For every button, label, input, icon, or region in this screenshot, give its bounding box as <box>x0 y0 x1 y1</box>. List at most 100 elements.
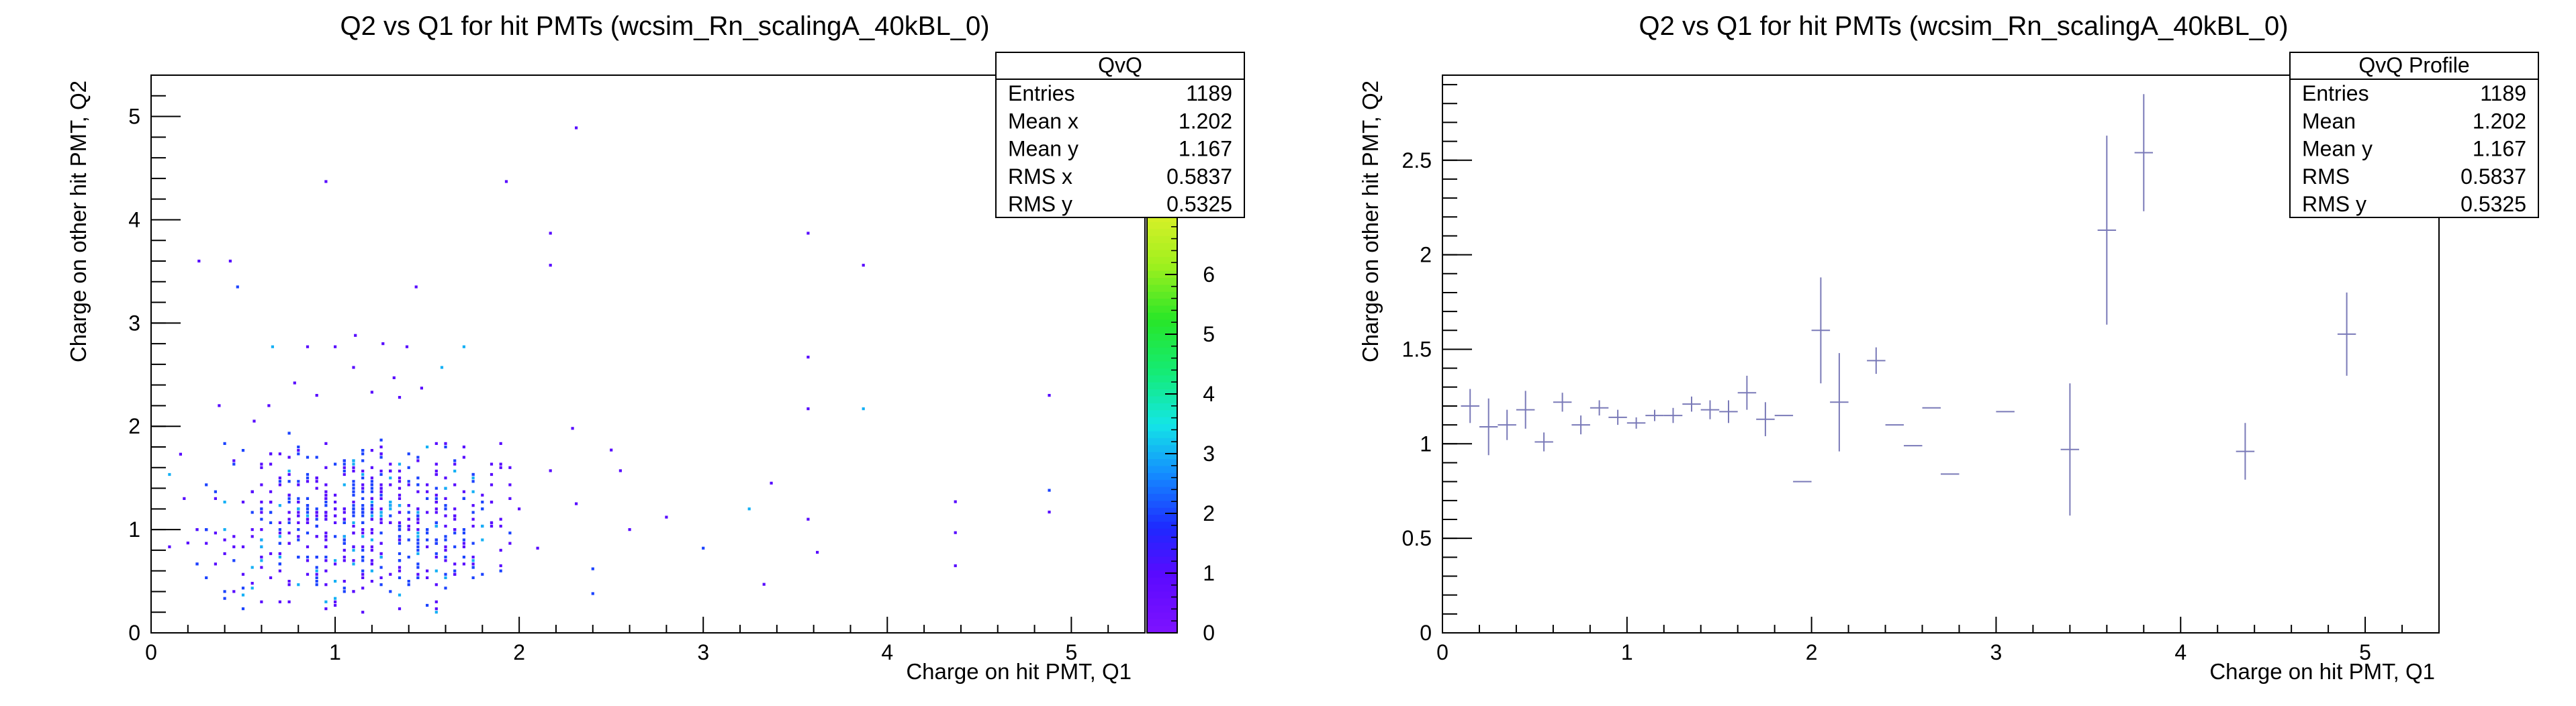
heatmap-cell <box>315 556 318 559</box>
stats-row-value: 0.5837 <box>2460 164 2526 189</box>
profile-point <box>2060 383 2080 516</box>
heatmap-cell <box>315 535 318 538</box>
heatmap-cell <box>278 535 281 538</box>
heatmap-cell <box>398 566 402 569</box>
heatmap-cell <box>361 459 365 462</box>
heatmap-cell <box>334 493 337 497</box>
heatmap-cell <box>315 524 318 528</box>
heatmap-cell <box>205 576 208 579</box>
heatmap-cell <box>370 480 373 483</box>
heatmap-cell <box>426 497 429 500</box>
heatmap-cell <box>297 480 300 483</box>
heatmap-cell <box>379 493 383 497</box>
profile-point <box>1663 407 1683 423</box>
heatmap-cell <box>315 480 318 483</box>
heatmap-cell <box>269 490 273 493</box>
heatmap-cell <box>434 493 438 497</box>
heatmap-cell <box>342 483 346 487</box>
y-tick-label: 2 <box>1420 243 1432 267</box>
heatmap-y-axis: 0 1 2 3 4 5 <box>128 74 181 645</box>
heatmap-cell <box>444 556 447 559</box>
profile-point <box>1737 375 1757 410</box>
heatmap-cell <box>297 556 300 559</box>
heatmap-cell <box>306 504 310 507</box>
heatmap-cell <box>462 345 465 348</box>
heatmap-cell <box>462 456 465 459</box>
color-scale-tick-label: 6 <box>1203 262 1215 287</box>
profile-point <box>1811 277 1831 384</box>
color-scale-step <box>1147 361 1177 369</box>
heatmap-cell <box>444 497 447 500</box>
heatmap-cell <box>241 572 245 576</box>
heatmap-cell <box>354 334 357 337</box>
heatmap-cell <box>389 483 392 487</box>
heatmap-cell <box>186 542 189 545</box>
color-scale-step <box>1147 458 1177 466</box>
heatmap-cell <box>379 552 383 556</box>
heatmap-cell <box>324 180 328 183</box>
heatmap-cell <box>315 569 318 572</box>
heatmap-cell <box>434 501 438 504</box>
heatmap-cell <box>471 490 475 493</box>
profile-y-axis-label: Charge on other hit PMT, Q2 <box>1358 81 1383 362</box>
x-tick-label: 4 <box>881 640 893 664</box>
heatmap-cell <box>278 476 281 480</box>
heatmap-cell <box>462 545 465 548</box>
y-tick-label: 2 <box>128 414 140 438</box>
color-scale-step <box>1147 423 1177 432</box>
heatmap-cell <box>287 472 291 476</box>
heatmap-cell <box>352 493 355 497</box>
heatmap-cell <box>269 462 273 466</box>
heatmap-cell <box>379 514 383 517</box>
heatmap-cell <box>315 507 318 511</box>
heatmap-cell <box>315 517 318 521</box>
heatmap-cell <box>490 524 494 528</box>
heatmap-cell <box>324 501 328 504</box>
heatmap-cell <box>324 514 328 517</box>
heatmap-cell <box>205 542 208 545</box>
x-tick-label: 2 <box>1806 640 1818 664</box>
heatmap-cell <box>444 524 447 528</box>
heatmap-cell <box>260 462 263 466</box>
heatmap-cell <box>324 517 328 521</box>
heatmap-cell <box>342 511 346 514</box>
heatmap-cell <box>334 597 337 600</box>
heatmap-cell <box>269 521 273 524</box>
stats-row-value: 0.5837 <box>1166 164 1232 189</box>
heatmap-cell <box>278 532 281 535</box>
color-scale-tick-label: 4 <box>1203 382 1215 406</box>
profile-point <box>1479 398 1498 456</box>
heatmap-cell <box>315 576 318 579</box>
y-tick-label: 4 <box>128 207 140 232</box>
heatmap-cell <box>407 466 410 469</box>
profile-point <box>1516 391 1535 429</box>
heatmap-cell <box>241 501 245 504</box>
stats-row-value: 1189 <box>1186 81 1232 105</box>
heatmap-cell <box>370 562 373 566</box>
heatmap-cell <box>260 600 263 603</box>
heatmap-cell <box>324 493 328 497</box>
heatmap-cells <box>168 126 1051 614</box>
heatmap-cell <box>490 462 494 466</box>
heatmap-cell <box>618 469 622 472</box>
heatmap-cell <box>306 480 310 483</box>
color-scale-step <box>1147 215 1177 222</box>
heatmap-cell <box>297 528 300 532</box>
heatmap-stats-box: QvQ Entries 1189 Mean x 1.202 Mean y 1.167 RMS … <box>995 52 1245 218</box>
stats-row-label: RMS x <box>1008 164 1072 189</box>
heatmap-cell <box>324 569 328 572</box>
color-scale-step <box>1147 542 1177 550</box>
heatmap-cell <box>389 462 392 466</box>
heatmap-cell <box>471 517 475 521</box>
heatmap-cell <box>628 528 631 532</box>
heatmap-cell <box>278 569 281 572</box>
heatmap-cell <box>297 452 300 456</box>
heatmap-cell <box>361 528 365 532</box>
heatmap-cell <box>315 514 318 517</box>
heatmap-cell <box>287 456 291 459</box>
heatmap-cell <box>398 462 402 466</box>
heatmap-cell <box>214 562 217 566</box>
heatmap-cell <box>462 490 465 493</box>
heatmap-cell <box>389 514 392 517</box>
heatmap-cell <box>379 483 383 487</box>
